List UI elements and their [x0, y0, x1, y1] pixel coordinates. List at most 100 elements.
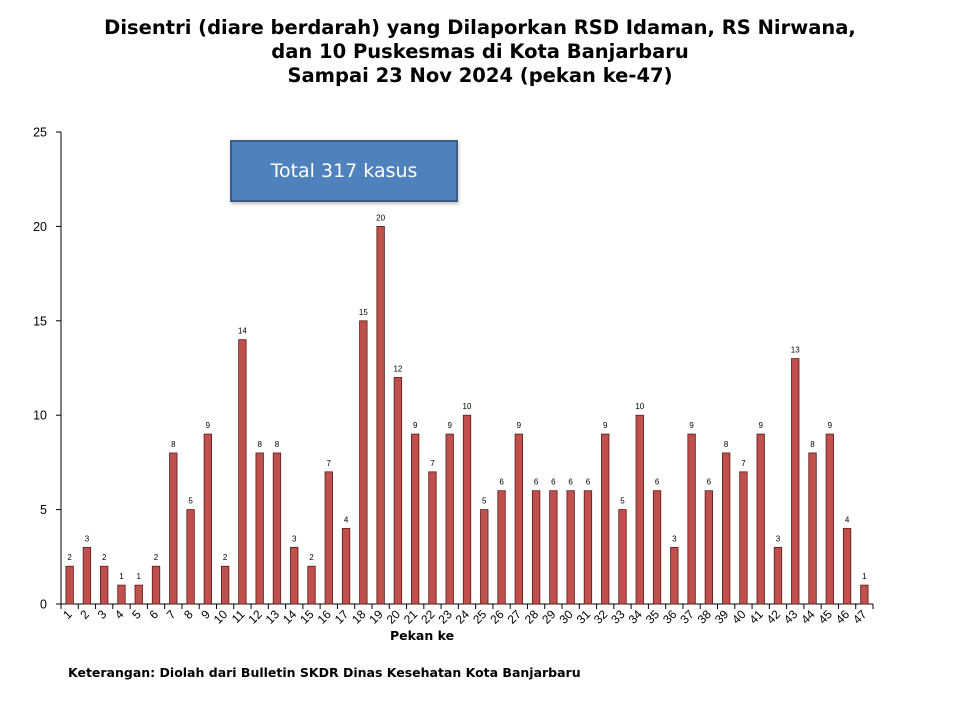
data-label: 1: [137, 572, 142, 581]
total-cases-label: Total 317 kasus: [270, 160, 418, 182]
bar: [169, 452, 178, 605]
data-label: 3: [672, 534, 677, 543]
title-line-3: Sampai 23 Nov 2024 (pekan ke-47): [287, 64, 673, 87]
bar: [497, 490, 506, 605]
bar: [411, 433, 420, 605]
data-label: 9: [689, 421, 694, 430]
bar: [117, 584, 126, 605]
x-axis-title: Pekan ke: [389, 628, 455, 643]
footnote: Keterangan: Diolah dari Bulletin SKDR Di…: [68, 665, 581, 680]
x-tick-label: 2: [77, 607, 92, 622]
x-tick-label: 47: [850, 607, 870, 627]
bar: [860, 584, 869, 605]
bar: [82, 546, 92, 605]
data-label: 2: [309, 553, 314, 562]
bar: [324, 471, 333, 605]
bar: [134, 584, 143, 605]
x-tick-label: 3: [95, 607, 110, 622]
bar: [670, 546, 679, 605]
bar: [756, 433, 765, 605]
data-label: 9: [206, 421, 211, 430]
bar: [773, 546, 783, 605]
x-tick-label: 5: [129, 607, 144, 622]
bar: [480, 509, 489, 605]
data-label: 4: [344, 515, 349, 524]
bar: [739, 471, 748, 605]
y-tick-label: 20: [33, 220, 47, 234]
data-label: 6: [568, 478, 573, 487]
data-label: 10: [463, 402, 472, 411]
x-tick-label: 4: [112, 607, 127, 622]
bar: [445, 433, 454, 605]
data-label: 3: [776, 534, 781, 543]
bar: [791, 358, 800, 605]
data-label: 6: [707, 478, 712, 487]
data-label: 4: [845, 515, 850, 524]
bar: [462, 414, 472, 605]
bar: [842, 528, 852, 605]
bar: [601, 433, 610, 605]
data-label: 8: [724, 440, 729, 449]
data-label: 6: [499, 478, 504, 487]
data-label: 7: [327, 459, 332, 468]
bar: [393, 377, 403, 605]
data-label: 3: [85, 534, 90, 543]
bar: [65, 565, 74, 605]
y-tick-label: 0: [40, 598, 47, 612]
data-label: 7: [430, 459, 435, 468]
data-label: 8: [257, 440, 262, 449]
data-label: 9: [828, 421, 833, 430]
data-label: 12: [393, 364, 402, 373]
data-label: 8: [171, 440, 176, 449]
data-label: 15: [359, 308, 368, 317]
data-label: 10: [635, 402, 644, 411]
y-tick-label: 5: [40, 503, 47, 517]
x-tick-label: 8: [181, 607, 196, 622]
data-label: 7: [741, 459, 746, 468]
data-label: 1: [862, 572, 867, 581]
bar: [272, 452, 282, 605]
bar: [151, 565, 161, 605]
bar: [203, 433, 213, 605]
data-label: 2: [223, 553, 228, 562]
data-label: 14: [238, 327, 247, 336]
data-label: 13: [791, 346, 800, 355]
bar: [359, 320, 368, 605]
bar: [635, 414, 644, 605]
bar: [825, 433, 834, 605]
total-cases-box: Total 317 kasus: [230, 140, 458, 202]
bar: [704, 490, 714, 605]
data-label: 2: [67, 553, 72, 562]
y-tick-label: 10: [33, 409, 47, 423]
data-label: 5: [620, 497, 625, 506]
data-label: 9: [758, 421, 763, 430]
bar: [238, 339, 247, 605]
y-tick-label: 15: [33, 314, 47, 328]
data-label: 5: [188, 497, 193, 506]
chart-title: Disentri (diare berdarah) yang Dilaporka…: [0, 16, 960, 88]
bar: [376, 225, 385, 605]
data-label: 9: [447, 421, 452, 430]
data-label: 8: [810, 440, 815, 449]
x-tick-label: 7: [164, 607, 179, 622]
bar: [618, 509, 627, 605]
bar: [514, 433, 523, 605]
bar: [721, 452, 731, 605]
x-tick-label: 1: [60, 607, 75, 622]
title-line-2: dan 10 Puskesmas di Kota Banjarbaru: [271, 40, 689, 63]
x-tick-label: 10: [211, 607, 231, 627]
data-label: 9: [413, 421, 418, 430]
data-label: 3: [292, 534, 297, 543]
title-line-1: Disentri (diare berdarah) yang Dilaporka…: [104, 16, 856, 39]
bar: [255, 452, 264, 605]
bar: [583, 490, 593, 605]
data-label: 8: [275, 440, 280, 449]
data-label: 2: [102, 553, 107, 562]
bar: [290, 546, 299, 605]
bar: [531, 490, 541, 605]
data-label: 9: [517, 421, 522, 430]
data-label: 9: [603, 421, 608, 430]
bar: [687, 433, 696, 605]
bar: [428, 471, 437, 605]
